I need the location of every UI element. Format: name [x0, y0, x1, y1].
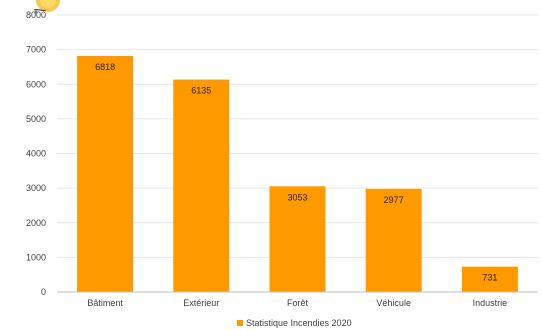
- y-tick-label: 6000: [26, 79, 46, 89]
- bar: [365, 188, 422, 292]
- y-axis-ticks: 0 1000 2000 3000 4000 5000 6000 7000 8000: [26, 10, 46, 297]
- data-label: 6135: [191, 86, 211, 96]
- data-label: 3053: [287, 192, 307, 202]
- data-label: 731: [482, 273, 497, 283]
- x-tick-label: Bâtiment: [87, 298, 123, 308]
- bar: [173, 79, 230, 292]
- legend-swatch: [237, 320, 243, 326]
- x-axis-ticks: Bâtiment Extérieur Forêt Véhicule Industrie: [87, 298, 507, 308]
- data-label: 2977: [384, 195, 404, 205]
- bars: [77, 55, 518, 292]
- data-label: 6818: [95, 62, 115, 72]
- y-tick-label: 2000: [26, 218, 46, 228]
- y-tick-label: 1000: [26, 252, 46, 262]
- x-tick-label: Véhicule: [376, 298, 411, 308]
- y-tick-label: 7000: [26, 45, 46, 55]
- sun-logo-icon: [33, 0, 60, 14]
- bar: [269, 186, 326, 292]
- legend: Statistique Incendies 2020: [237, 318, 352, 328]
- bar: [77, 55, 134, 292]
- y-tick-label: 4000: [26, 149, 46, 159]
- x-tick-label: Forêt: [287, 298, 309, 308]
- y-tick-label: 5000: [26, 114, 46, 124]
- bar: [461, 266, 518, 292]
- x-tick-label: Industrie: [473, 298, 508, 308]
- y-tick-label: 3000: [26, 183, 46, 193]
- x-tick-label: Extérieur: [183, 298, 219, 308]
- data-labels: 6818 6135 3053 2977 731: [95, 62, 497, 283]
- legend-label: Statistique Incendies 2020: [246, 318, 352, 328]
- y-tick-label: 0: [41, 287, 46, 297]
- y-tick-label: 8000: [26, 10, 46, 20]
